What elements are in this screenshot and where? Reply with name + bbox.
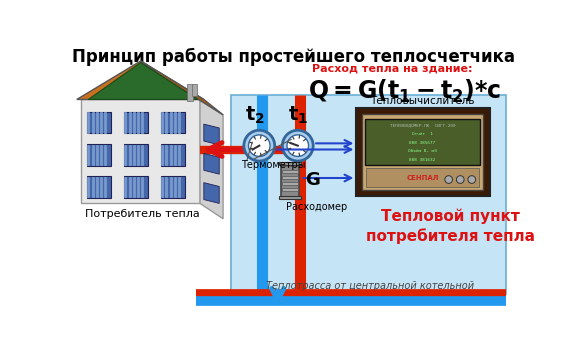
- Circle shape: [248, 135, 270, 156]
- Text: 888 385677: 888 385677: [410, 141, 436, 144]
- FancyBboxPatch shape: [283, 176, 298, 179]
- Text: Потребитель тепла: Потребитель тепла: [85, 209, 200, 219]
- Text: Принцип работы простейшего теплосчетчика: Принцип работы простейшего теплосчетчика: [72, 48, 515, 66]
- Text: Расход тепла на здание:: Расход тепла на здание:: [312, 64, 472, 74]
- FancyBboxPatch shape: [231, 95, 506, 293]
- FancyBboxPatch shape: [283, 170, 298, 173]
- FancyBboxPatch shape: [187, 84, 193, 101]
- FancyBboxPatch shape: [283, 182, 298, 185]
- FancyBboxPatch shape: [87, 112, 112, 133]
- Text: G: G: [305, 171, 320, 189]
- Polygon shape: [204, 153, 219, 174]
- FancyBboxPatch shape: [161, 144, 185, 166]
- Polygon shape: [204, 124, 219, 145]
- Text: Объём 8, м3: Объём 8, м3: [408, 149, 437, 153]
- Text: Термометры: Термометры: [241, 160, 305, 170]
- Text: 888 381632: 888 381632: [410, 158, 436, 161]
- Circle shape: [456, 176, 464, 183]
- FancyBboxPatch shape: [362, 114, 483, 189]
- FancyBboxPatch shape: [279, 196, 301, 199]
- Polygon shape: [77, 61, 204, 99]
- FancyBboxPatch shape: [124, 112, 148, 133]
- Text: $\mathbf{Q{=}G(t_1 - t_2){*}c}$: $\mathbf{Q{=}G(t_1 - t_2){*}c}$: [308, 78, 501, 105]
- FancyBboxPatch shape: [192, 84, 197, 96]
- Text: Теплотрасса от центральной котельной: Теплотрасса от центральной котельной: [266, 281, 474, 291]
- Circle shape: [244, 130, 275, 161]
- Text: Тепловычислитель: Тепловычислитель: [370, 96, 475, 105]
- FancyBboxPatch shape: [283, 188, 298, 191]
- Text: ТЕПЛОВОДОМЕР-ПК  СИГТ-200: ТЕПЛОВОДОМЕР-ПК СИГТ-200: [390, 124, 455, 128]
- FancyBboxPatch shape: [281, 163, 299, 197]
- Circle shape: [468, 176, 476, 183]
- Polygon shape: [88, 63, 198, 99]
- Text: СЕНПАЛ: СЕНПАЛ: [406, 175, 439, 181]
- FancyBboxPatch shape: [161, 112, 185, 133]
- FancyBboxPatch shape: [365, 119, 480, 165]
- Text: Отчёт  1: Отчёт 1: [412, 132, 433, 136]
- FancyBboxPatch shape: [124, 176, 148, 198]
- FancyBboxPatch shape: [87, 176, 112, 198]
- FancyBboxPatch shape: [366, 168, 479, 187]
- Text: Расходомер: Расходомер: [286, 202, 347, 212]
- FancyBboxPatch shape: [356, 108, 490, 196]
- Text: $\mathbf{t_2}$: $\mathbf{t_2}$: [245, 105, 265, 126]
- Polygon shape: [81, 99, 200, 204]
- Circle shape: [445, 176, 452, 183]
- Circle shape: [283, 130, 313, 161]
- Text: Тепловой пункт
потребителя тепла: Тепловой пункт потребителя тепла: [366, 209, 535, 244]
- FancyBboxPatch shape: [279, 162, 301, 165]
- Polygon shape: [204, 183, 219, 204]
- Text: $\mathbf{t_1}$: $\mathbf{t_1}$: [288, 105, 308, 126]
- FancyBboxPatch shape: [124, 144, 148, 166]
- Circle shape: [287, 135, 308, 156]
- FancyBboxPatch shape: [283, 163, 298, 166]
- FancyBboxPatch shape: [161, 176, 185, 198]
- FancyBboxPatch shape: [87, 144, 112, 166]
- Polygon shape: [141, 61, 223, 115]
- Polygon shape: [200, 99, 223, 219]
